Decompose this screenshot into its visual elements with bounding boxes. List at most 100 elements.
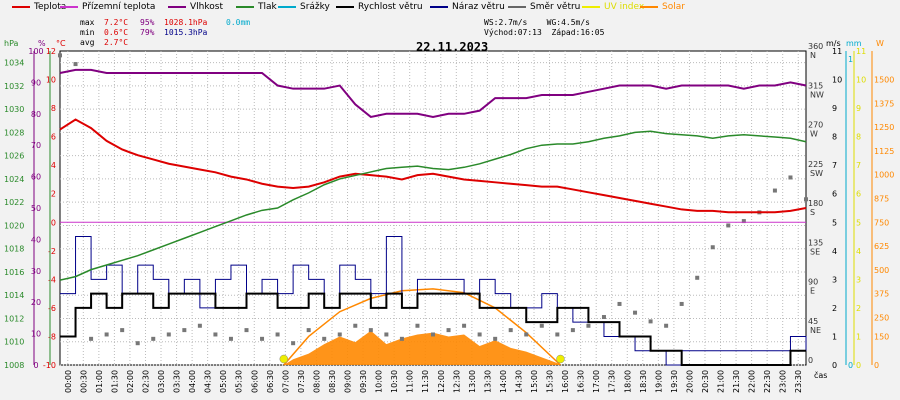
- tick-time: 21:00: [717, 370, 726, 393]
- tick-time: 01:30: [110, 370, 119, 393]
- tick-solar: 500: [874, 266, 889, 275]
- tick-winddir-label: E: [810, 287, 815, 296]
- tick-winddir-label: W: [810, 130, 818, 139]
- series-Vlhkost: [59, 68, 807, 119]
- tick-time: 08:30: [328, 370, 337, 393]
- wind-dir-point: [275, 332, 280, 337]
- stats-temp: 7.2°C 0.6°C 2.7°C: [104, 18, 128, 48]
- legend-swatch: [12, 6, 30, 8]
- tick-time: 19:30: [670, 370, 679, 393]
- solar-area: [283, 330, 561, 365]
- wind-dir-point: [228, 336, 233, 341]
- wind-dir-point: [58, 53, 62, 58]
- legend-label: Srážky: [300, 2, 330, 12]
- tick-time: 00:30: [79, 370, 88, 393]
- wind-dir-point: [772, 188, 777, 193]
- tick-humidity: 40: [31, 235, 41, 244]
- legend-item-9: Solar: [640, 2, 685, 12]
- tick-winddir: 270: [808, 121, 823, 130]
- tick-temperature: 6: [51, 133, 56, 142]
- wind-dir-point: [197, 323, 202, 328]
- stats-avg-temp: 2.7°C: [104, 38, 129, 47]
- stats-max-hum: 95%: [140, 18, 155, 27]
- wind-dir-point: [104, 332, 109, 337]
- tick-windspeed: 11: [832, 47, 842, 56]
- tick-winddir: 315: [808, 81, 823, 90]
- tick-humidity: 90: [31, 78, 41, 87]
- tick-humidity: 0: [33, 361, 38, 370]
- tick-solar: 0: [874, 361, 879, 370]
- tick-time: 13:30: [483, 370, 492, 393]
- tick-time: 18:30: [639, 370, 648, 393]
- wind-dir-point: [555, 332, 560, 337]
- legend-item-4: Srážky: [278, 2, 330, 12]
- tick-pressure: 1012: [4, 314, 24, 323]
- tick-time: 02:30: [141, 370, 150, 393]
- tick-pressure: 1032: [4, 82, 24, 91]
- tick-time: 20:00: [685, 370, 694, 393]
- tick-time: 14:30: [514, 370, 523, 393]
- tick-winddir-label: NE: [810, 326, 821, 335]
- series-Rychlost větru: [60, 292, 806, 366]
- wind-dir-point: [368, 328, 373, 333]
- stats-rain: 0.0mm: [226, 18, 250, 28]
- wind-dir-point: [120, 328, 125, 333]
- tick-windspeed: 2: [832, 304, 837, 313]
- axis-unit-humidity: %: [38, 39, 46, 48]
- tick-time: 10:30: [390, 370, 399, 393]
- stats-sunset: Západ:16:05: [551, 28, 605, 37]
- tick-temperature: -6: [48, 304, 56, 313]
- legend-swatch: [430, 6, 448, 8]
- tick-temperature: -8: [48, 332, 56, 341]
- wind-dir-point: [291, 341, 296, 346]
- wind-dir-point: [586, 323, 591, 328]
- tick-windspeed: 6: [832, 190, 837, 199]
- tick-humidity: 30: [31, 267, 41, 276]
- stats-min-hum: 79%: [140, 28, 155, 37]
- legend-swatch: [278, 6, 296, 8]
- tick-winddir: 90: [808, 278, 818, 287]
- wind-dir-point: [493, 336, 498, 341]
- tick-winddir-label: S: [810, 208, 815, 217]
- tick-time: 12:30: [452, 370, 461, 393]
- tick-temperature: 12: [46, 47, 56, 56]
- tick-windspeed: 8: [832, 133, 837, 142]
- tick-winddir: 180: [808, 199, 823, 208]
- tick-pressure: 1018: [4, 245, 24, 254]
- wind-dir-point: [260, 336, 265, 341]
- tick-uv: 8: [856, 133, 861, 142]
- tick-uv: 1: [856, 332, 861, 341]
- wind-dir-point: [664, 323, 669, 328]
- stats-humidity: 95% 79%: [140, 18, 154, 38]
- axis-unit-windspeed: m/s: [826, 39, 841, 48]
- tick-time: 11:00: [406, 370, 415, 393]
- tick-windspeed: 9: [832, 104, 837, 113]
- axis-label-x: čas: [814, 370, 827, 380]
- wind-dir-point: [384, 332, 389, 337]
- tick-time: 20:30: [701, 370, 710, 393]
- tick-time: 13:00: [468, 370, 477, 393]
- tick-time: 05:30: [235, 370, 244, 393]
- axis-unit-rain: mm: [846, 39, 862, 48]
- tick-time: 07:00: [281, 370, 290, 393]
- tick-winddir: 360: [808, 42, 823, 51]
- stats-min-temp: 0.6°C: [104, 28, 129, 37]
- tick-time: 17:00: [592, 370, 601, 393]
- tick-windspeed: 10: [832, 76, 842, 85]
- legend-label: Solar: [662, 2, 685, 12]
- tick-humidity: 70: [31, 141, 41, 150]
- tick-time: 08:00: [312, 370, 321, 393]
- wind-dir-point: [399, 336, 404, 341]
- tick-pressure: 1030: [4, 105, 24, 114]
- wind-dir-point: [710, 245, 715, 250]
- wind-dir-point: [726, 223, 731, 228]
- tick-winddir: 0: [808, 356, 813, 365]
- tick-time: 22:00: [748, 370, 757, 393]
- wind-dir-point: [182, 328, 187, 333]
- tick-uv: 0: [856, 361, 861, 370]
- tick-pressure: 1008: [4, 361, 24, 370]
- legend-label: Rychlost větru: [358, 2, 423, 12]
- tick-pressure: 1010: [4, 338, 24, 347]
- tick-uv: 10: [856, 76, 866, 85]
